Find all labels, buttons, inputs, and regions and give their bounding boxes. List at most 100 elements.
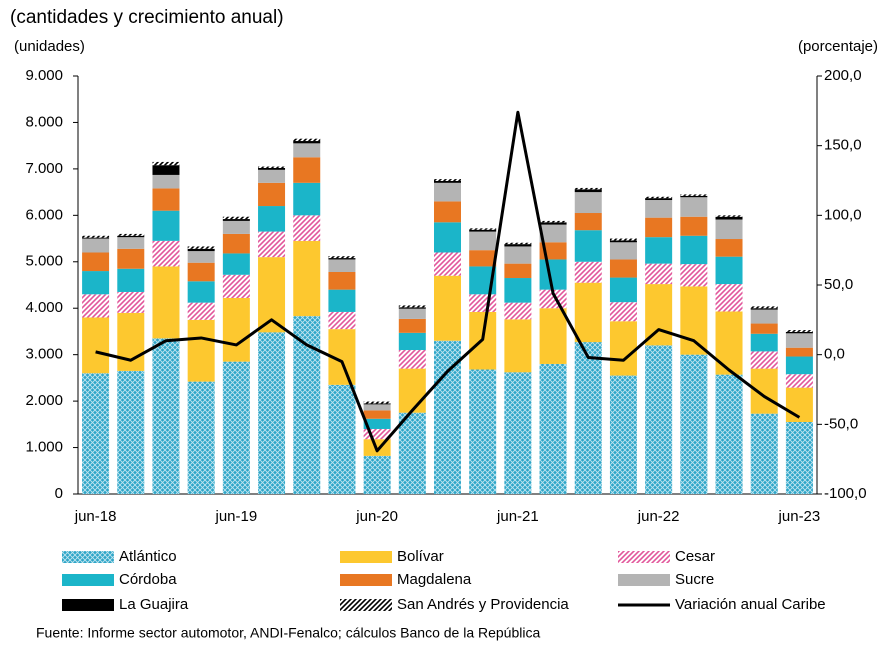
- bar-segment: [645, 237, 673, 264]
- bar-segment: [258, 231, 286, 258]
- bar-segment: [609, 238, 637, 241]
- bar-segment: [152, 210, 180, 241]
- source-note: Fuente: Informe sector automotor, ANDI-F…: [36, 625, 540, 641]
- y-tick-label: 9.000: [25, 67, 63, 84]
- legend-label: Córdoba: [119, 571, 177, 588]
- bar-segment: [328, 289, 356, 312]
- bar-segment: [785, 422, 813, 494]
- bar-segment: [434, 222, 461, 253]
- bar-segment: [680, 286, 708, 355]
- legend-swatch: [62, 599, 114, 611]
- y-tick-label: 0: [55, 485, 63, 502]
- bar-segment: [434, 275, 461, 341]
- bar-segment: [715, 219, 743, 240]
- bar-segment: [363, 418, 391, 429]
- bar-segment: [187, 251, 215, 263]
- bar-segment: [750, 413, 778, 494]
- bar-segment: [117, 370, 145, 494]
- bar-segment: [680, 235, 708, 265]
- bar-segment: [609, 375, 637, 494]
- y-tick-label: 2.000: [25, 392, 63, 409]
- bar-segment: [293, 240, 321, 317]
- bar-segment: [293, 138, 321, 142]
- bar-segment: [785, 331, 813, 334]
- bar-segment: [750, 306, 778, 309]
- y-axis-label: (unidades): [14, 38, 85, 55]
- bar-segment: [715, 216, 743, 220]
- bar-segment: [293, 143, 321, 158]
- bar-segment: [609, 259, 637, 278]
- x-tick-label: jun-20: [355, 508, 398, 525]
- bar-segment: [785, 347, 813, 357]
- bar-segment: [539, 222, 567, 225]
- y-tick-label: 8.000: [25, 113, 63, 130]
- bar-segment: [258, 182, 286, 207]
- bar-segment: [785, 374, 813, 388]
- bar-segment: [82, 238, 110, 253]
- y-tick-label: 5.000: [25, 253, 63, 270]
- bar-segment: [398, 332, 426, 351]
- bar-segment: [398, 305, 426, 308]
- bar-segment: [539, 224, 567, 243]
- bar-segment: [715, 215, 743, 217]
- line-series: [95, 110, 801, 453]
- bar-segment: [328, 259, 356, 272]
- bar-segment: [434, 180, 461, 183]
- bar-segment: [539, 220, 567, 223]
- y-tick-label: 1.000: [25, 439, 63, 456]
- bar-segment: [434, 179, 461, 181]
- y2-tick-label: 0,0: [824, 346, 845, 363]
- bar-segment: [398, 350, 426, 369]
- legend-label: Cesar: [675, 548, 715, 565]
- bar-segment: [82, 252, 110, 272]
- bar-segment: [293, 157, 321, 183]
- bar-segment: [222, 298, 250, 362]
- bar-segment: [750, 323, 778, 334]
- bar-segment: [715, 284, 743, 312]
- bar-segment: [504, 278, 532, 303]
- legend-swatch: [62, 551, 114, 563]
- bar-segment: [469, 369, 497, 494]
- bar-segment: [434, 182, 461, 202]
- bar-segment: [258, 169, 286, 183]
- bar-segment: [222, 233, 250, 254]
- bar-segment: [574, 282, 602, 343]
- bar-segment: [258, 206, 286, 232]
- bar-segment: [715, 239, 743, 257]
- y2-tick-label: -100,0: [824, 485, 867, 502]
- bar-segment: [82, 373, 110, 494]
- bar-segment: [504, 244, 532, 247]
- legend-label: La Guajira: [119, 596, 189, 613]
- bar-segment: [258, 167, 286, 170]
- bar-segment: [645, 284, 673, 346]
- bar-segment: [82, 271, 110, 295]
- bar-segment: [574, 192, 602, 214]
- legend-swatch: [340, 574, 392, 586]
- bar-segment: [117, 312, 145, 371]
- bar-segment: [750, 309, 778, 324]
- y-tick-label: 6.000: [25, 206, 63, 223]
- bar-segment: [609, 321, 637, 376]
- bar-segment: [398, 307, 426, 309]
- bar-segment: [504, 372, 532, 494]
- bar-segment: [750, 308, 778, 310]
- bar-segment: [117, 235, 145, 238]
- x-tick-label: jun-23: [778, 508, 821, 525]
- bar-segment: [117, 268, 145, 292]
- bar-segment: [680, 197, 708, 217]
- bar-segment: [187, 281, 215, 303]
- bar-segment: [363, 403, 391, 405]
- bar-segment: [82, 237, 110, 239]
- bar-segment: [222, 361, 250, 494]
- bar-segment: [574, 261, 602, 283]
- bar-segment: [715, 374, 743, 494]
- bar-segment: [609, 302, 637, 322]
- bar-segment: [152, 165, 180, 175]
- bar-segment: [117, 291, 145, 313]
- bar-segment: [222, 274, 250, 299]
- bar-segment: [152, 338, 180, 494]
- y-tick-label: 7.000: [25, 160, 63, 177]
- bar-segment: [645, 345, 673, 494]
- bar-segment: [645, 217, 673, 238]
